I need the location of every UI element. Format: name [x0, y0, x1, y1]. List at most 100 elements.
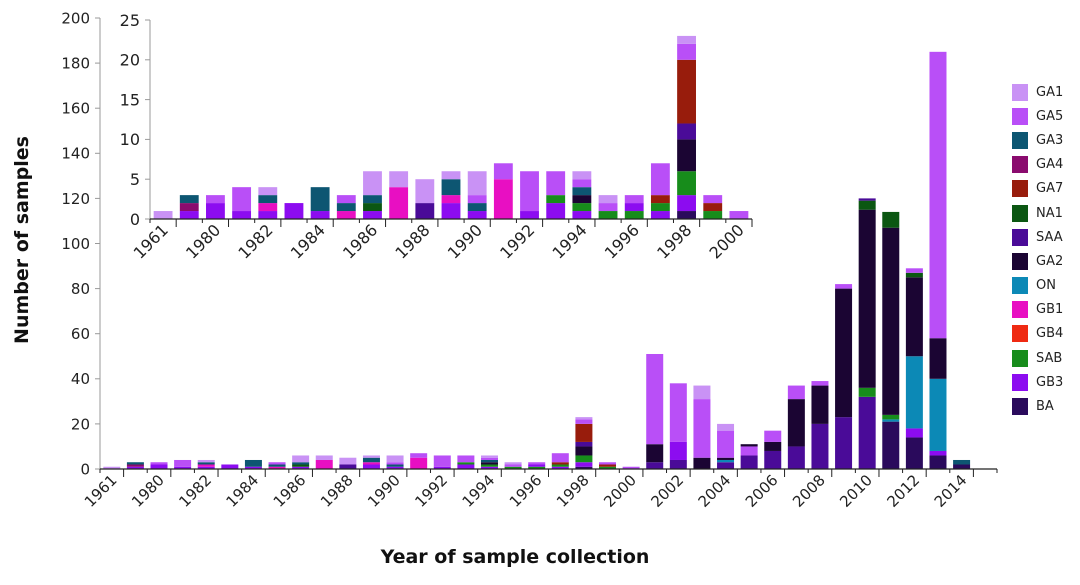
main-bar-segment-1994-SAB — [480, 464, 498, 467]
main-bar-segment-1990-GA1 — [386, 455, 404, 463]
main-bar-segment-1980-GA5 — [150, 462, 168, 465]
main-bar-segment-2013-GA2 — [929, 338, 947, 379]
inset-bar-segment-1982-GB3 — [258, 211, 278, 219]
main-bar-segment-1998-GA2 — [575, 446, 593, 456]
main-y-tick-label: 180 — [61, 55, 90, 73]
inset-bar-segment-1989-GB3 — [441, 203, 461, 219]
legend-swatch — [1012, 277, 1028, 295]
main-bar-segment-2011-GA2 — [882, 227, 900, 415]
inset-bar-segment-1988-SAA — [415, 203, 435, 219]
inset-bar-segment-1990-GA3 — [467, 203, 487, 212]
main-bar-segment-2010-SAA — [858, 396, 876, 469]
inset-bar-segment-1989-GA1 — [441, 171, 461, 180]
main-x-tick-label: 2012 — [883, 471, 923, 511]
main-x-tick-label: 1998 — [553, 471, 593, 511]
main-bar-segment-1988-GA1 — [339, 457, 357, 465]
main-y-tick-label: 0 — [80, 460, 90, 478]
inset-bar-segment-1961-GA1 — [153, 211, 173, 219]
inset-bar-segment-1982-GA3 — [258, 195, 278, 204]
main-bar-segment-1993-SAB — [457, 462, 475, 465]
inset-bar-segment-1979-GA3 — [179, 195, 199, 204]
inset-bar-segment-1993-SAB — [546, 195, 566, 204]
main-x-tick-label: 1990 — [364, 471, 404, 511]
inset-bar-segment-1994-GB3 — [572, 211, 592, 219]
main-bar-segment-1982-GA3 — [197, 462, 215, 465]
main-bar-segment-1985-GB1 — [268, 466, 286, 469]
legend-swatch — [1012, 398, 1028, 416]
main-bar-segment-1987-GA1 — [315, 455, 333, 460]
main-bar-segment-2006-GA5 — [764, 430, 782, 442]
inset-bar-segment-1994-SAB — [572, 203, 592, 212]
main-bar-segment-2013-GB3 — [929, 450, 947, 456]
main-bar-segment-1994-GA1 — [480, 455, 498, 458]
inset-bar-segment-1993-GA5 — [546, 171, 566, 196]
main-bar-segment-2000-GA5 — [622, 466, 640, 469]
main-bar-segment-1994-GA2 — [480, 462, 498, 465]
inset-bar-segment-1985-GB1 — [336, 211, 356, 219]
legend-swatch — [1012, 204, 1028, 222]
inset-bar-segment-1990-GA5 — [467, 195, 487, 204]
main-bar-segment-1981-GA5 — [174, 459, 192, 467]
main-bar-segment-2001-GA5 — [646, 353, 664, 445]
main-bar-segment-2013-GA5 — [929, 51, 947, 339]
main-bar-segment-2002-GA5 — [669, 383, 687, 442]
legend-label: GB4 — [1036, 326, 1064, 342]
inset-bar-segment-1994-GA2 — [572, 195, 592, 204]
main-bar-segment-1985-GA5 — [268, 462, 286, 465]
legend-swatch — [1012, 180, 1028, 198]
main-bar-segment-1983-GB3 — [221, 464, 239, 469]
inset-bar-segment-1981-GB3 — [232, 211, 252, 219]
legend-label: GA4 — [1036, 157, 1064, 173]
inset-bar-segment-1995-SAB — [598, 211, 618, 219]
main-bar-segment-1988-SAA — [339, 464, 357, 469]
legend-swatch — [1012, 252, 1028, 270]
main-y-tick-label: 40 — [71, 370, 90, 388]
legend-item-GA4: GA4 — [1012, 153, 1063, 177]
main-bar-segment-2003-GA5 — [693, 399, 711, 458]
main-bar-segment-1997-GB3 — [551, 466, 569, 469]
main-bar-segment-1961-GA1 — [103, 466, 121, 469]
legend-label: SAA — [1036, 229, 1063, 245]
main-bar-segment-2003-GA2 — [693, 457, 711, 469]
legend-swatch — [1012, 107, 1028, 125]
legend-label: SAB — [1036, 350, 1063, 366]
inset-bar-segment-1986-GA3 — [363, 195, 382, 204]
main-bar-segment-1998-GA5 — [575, 419, 593, 424]
main-bar-segment-2012-GA2 — [905, 277, 923, 357]
main-bar-segment-2002-GB3 — [669, 441, 687, 460]
legend-label: GA2 — [1036, 253, 1064, 269]
main-bar-segment-1989-GA3 — [362, 457, 380, 463]
main-bar-segment-1991-GB1 — [410, 457, 428, 469]
main-bar-segment-2010-SAB — [858, 387, 876, 397]
main-bar-segment-2008-GA2 — [811, 385, 829, 424]
main-bar-segment-2003-GA1 — [693, 385, 711, 400]
main-bar-segment-1997-GA5 — [551, 453, 569, 463]
main-x-tick-label: 2014 — [931, 471, 971, 511]
main-bar-segment-1998-GA1 — [575, 417, 593, 420]
inset-y-tick-label: 10 — [120, 130, 140, 149]
main-bar-segment-1979-GB3 — [126, 466, 144, 469]
main-bar-segment-1994-GB3 — [480, 466, 498, 469]
main-bar-segment-2013-ON — [929, 378, 947, 451]
main-bar-segment-1994-GA3 — [480, 459, 498, 463]
main-bar-segment-2004-SAA — [717, 462, 735, 469]
main-x-tick-label: 1982 — [175, 471, 215, 511]
inset-bar-segment-1981-GA5 — [232, 187, 252, 212]
main-bar-segment-1997-SAB — [551, 464, 569, 467]
main-bar-segment-1996-GB3 — [528, 464, 546, 467]
main-x-tick-label: 2000 — [600, 471, 640, 511]
legend-label: GA7 — [1036, 181, 1064, 197]
main-bar-segment-1998-BA — [575, 466, 593, 469]
inset-bar-segment-1986-GA1 — [363, 171, 382, 196]
inset-bar-segment-1992-GA5 — [520, 171, 539, 212]
inset-bar-segment-1992-GB3 — [520, 211, 539, 219]
inset-bar-segment-1998-BA — [677, 211, 696, 219]
inset-bar-segment-1988-GA1 — [415, 179, 435, 204]
main-y-tick-label: 140 — [61, 145, 90, 163]
main-bar-segment-1982-GB1 — [197, 464, 215, 467]
legend-label: GA1 — [1036, 84, 1064, 100]
main-bar-segment-1987-GB1 — [315, 459, 333, 469]
main-y-tick-label: 120 — [61, 190, 90, 208]
legend-item-SAB: SAB — [1012, 346, 1063, 370]
